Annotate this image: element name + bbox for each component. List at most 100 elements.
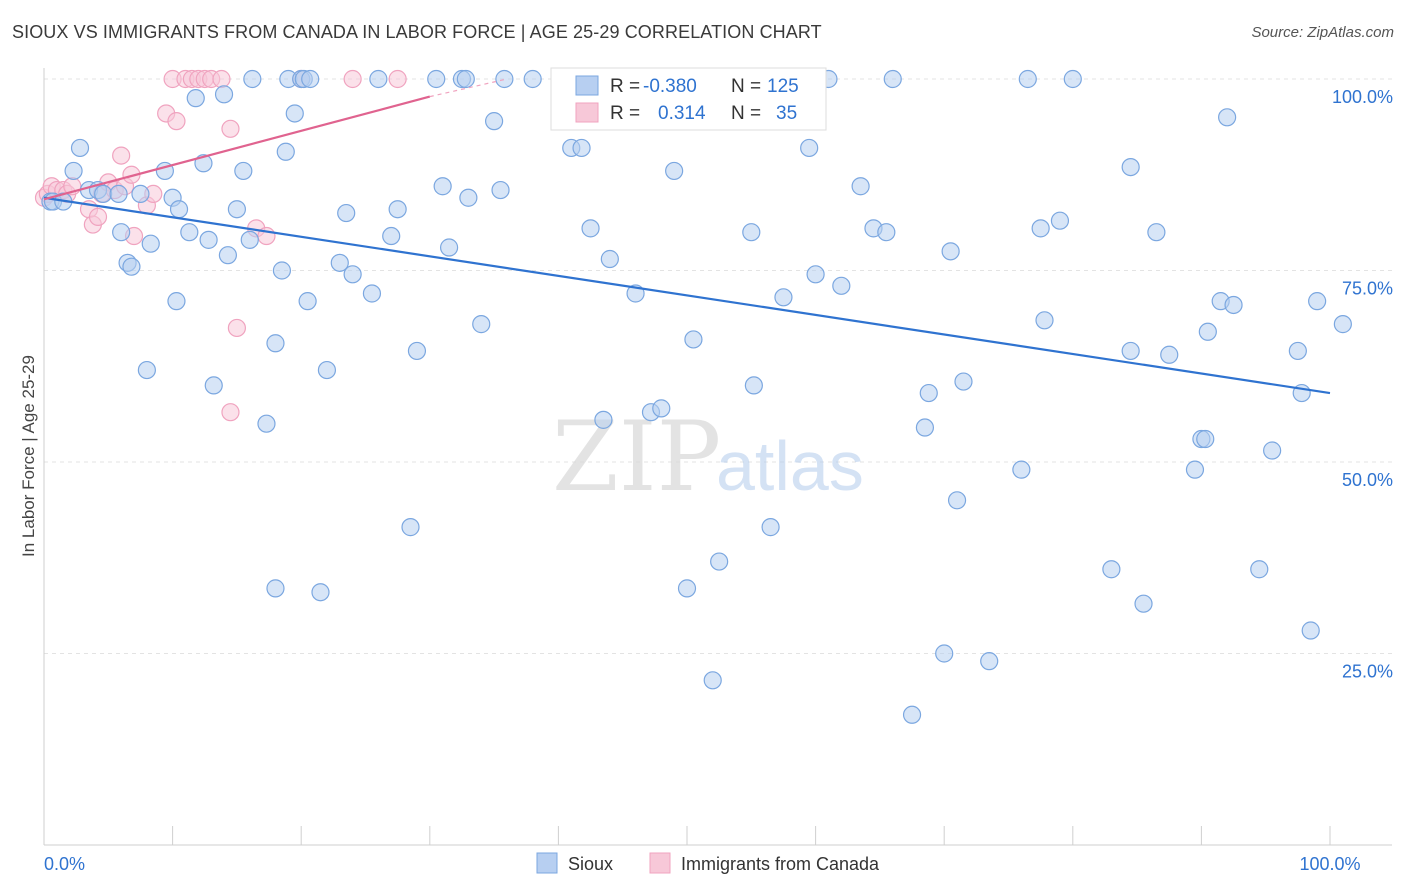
sioux-point: [343, 265, 362, 284]
sioux-point: [915, 418, 935, 437]
sioux-r-value: -0.380: [643, 76, 697, 97]
sioux-point: [472, 315, 491, 334]
stats-legend: R = -0.380 N = 125 R = 0.314 N = 35: [550, 67, 827, 131]
canada-r-value: 0.314: [658, 103, 706, 124]
sioux-point: [774, 288, 793, 307]
sioux-point: [337, 203, 356, 223]
sioux-point: [433, 177, 452, 196]
y-tick-label: 50.0%: [1342, 470, 1393, 490]
sioux-point: [742, 223, 761, 242]
y-tick-label: 100.0%: [1332, 87, 1393, 107]
sioux-point: [137, 360, 156, 380]
sioux-point: [1224, 295, 1243, 315]
legend-canada-label: Immigrants from Canada: [681, 854, 880, 874]
sioux-point: [1185, 460, 1205, 479]
sioux-point: [851, 177, 870, 196]
sioux-point: [330, 253, 349, 272]
canada-point: [343, 69, 362, 89]
watermark-zip: ZIP: [552, 401, 721, 513]
sioux-r-label: R =: [610, 76, 640, 97]
sioux-point: [703, 671, 722, 690]
sioux-point: [581, 219, 600, 238]
legend-sioux-label: Sioux: [568, 854, 613, 874]
sioux-point: [491, 180, 510, 200]
x-tick-label: 100.0%: [1299, 854, 1360, 874]
canada-trend-extension: [429, 78, 508, 98]
sioux-point: [64, 161, 83, 181]
sioux-trend-line: [43, 196, 1331, 395]
sioux-point: [167, 292, 186, 311]
sioux-point: [112, 223, 131, 242]
sioux-point: [131, 184, 150, 203]
y-axis-label: In Labor Force | Age 25-29: [19, 355, 38, 557]
canada-n-value: 35: [776, 103, 797, 124]
y-tick-labels: 25.0% 50.0% 75.0% 100.0%: [1332, 87, 1393, 682]
sioux-point: [652, 399, 671, 418]
sioux-point: [600, 249, 619, 269]
sioux-n-value: 125: [767, 76, 799, 97]
sioux-point: [1196, 429, 1215, 449]
canada-swatch: [575, 102, 599, 123]
data-points: [34, 69, 1352, 724]
canada-n-label: N =: [731, 103, 761, 124]
sioux-point: [744, 376, 763, 395]
canada-point: [212, 69, 231, 89]
sioux-point: [1134, 594, 1153, 613]
sioux-point: [1050, 211, 1070, 230]
sioux-point: [877, 223, 896, 242]
canada-point: [221, 119, 240, 138]
sioux-point: [941, 242, 960, 261]
sioux-point: [382, 226, 401, 246]
canada-point: [167, 112, 186, 131]
sioux-point: [1031, 219, 1050, 238]
gridlines: [44, 78, 1392, 654]
sioux-point: [122, 257, 141, 276]
canada-point: [88, 207, 108, 226]
sioux-point: [1121, 157, 1140, 177]
sioux-point: [369, 69, 388, 89]
sioux-point: [883, 69, 902, 89]
sioux-point: [980, 652, 999, 671]
sioux-point: [1018, 69, 1037, 89]
sioux-point: [266, 579, 285, 598]
sioux-point: [1102, 560, 1121, 579]
sioux-point: [227, 200, 246, 219]
sioux-point: [485, 112, 504, 131]
sioux-point: [1198, 322, 1217, 341]
sioux-point: [1147, 223, 1166, 242]
sioux-point: [272, 261, 292, 280]
sioux-point: [1035, 311, 1054, 330]
sioux-point: [935, 644, 954, 663]
x-tick-labels: 0.0% 100.0%: [44, 854, 1361, 874]
y-tick-label: 25.0%: [1342, 662, 1393, 682]
sioux-point: [1160, 345, 1179, 364]
sioux-point: [495, 69, 514, 89]
sioux-point: [109, 184, 128, 203]
sioux-n-label: N =: [731, 76, 761, 97]
trend-lines: [43, 78, 1331, 395]
sioux-point: [1250, 560, 1269, 579]
y-tick-label: 75.0%: [1342, 279, 1393, 299]
sioux-point: [1308, 292, 1327, 311]
sioux-point: [199, 230, 218, 249]
sioux-point: [362, 284, 382, 303]
sioux-point: [572, 138, 591, 158]
sioux-point: [257, 414, 276, 433]
sioux-swatch: [575, 75, 599, 96]
sioux-point: [234, 161, 253, 181]
sioux-point: [276, 142, 295, 161]
sioux-point: [186, 89, 205, 108]
watermark: ZIP atlas: [552, 401, 864, 513]
sioux-point: [761, 518, 780, 537]
sioux-point: [456, 69, 475, 89]
series-legend: Sioux Immigrants from Canada: [536, 852, 880, 874]
sioux-point: [214, 85, 234, 104]
sioux-point: [832, 276, 851, 295]
sioux-point: [266, 334, 285, 353]
sioux-point: [919, 383, 938, 403]
sioux-point: [180, 223, 199, 242]
sioux-point: [141, 234, 160, 253]
sioux-point: [301, 69, 320, 89]
sioux-point: [710, 552, 729, 571]
canada-point: [227, 318, 246, 338]
